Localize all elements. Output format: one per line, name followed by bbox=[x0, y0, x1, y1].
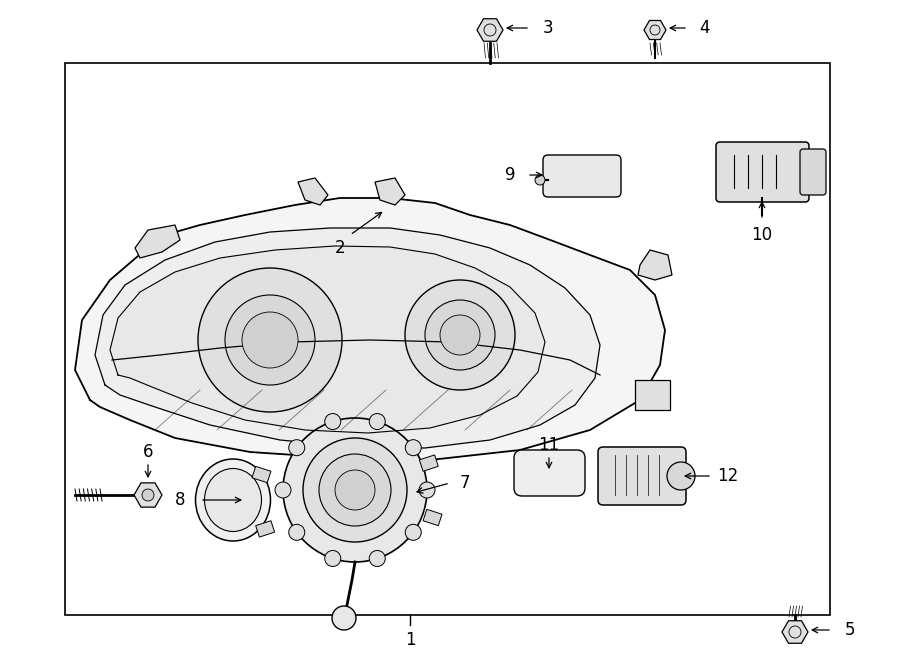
Text: 9: 9 bbox=[505, 166, 515, 184]
Text: 11: 11 bbox=[538, 436, 560, 454]
FancyBboxPatch shape bbox=[716, 142, 809, 202]
Text: 12: 12 bbox=[717, 467, 739, 485]
Circle shape bbox=[242, 312, 298, 368]
Text: 7: 7 bbox=[460, 474, 470, 492]
Text: 4: 4 bbox=[698, 19, 709, 37]
Circle shape bbox=[425, 300, 495, 370]
Bar bbox=[635, 380, 670, 410]
Polygon shape bbox=[135, 225, 180, 258]
Circle shape bbox=[535, 175, 545, 185]
Bar bbox=[252, 466, 271, 483]
Text: 1: 1 bbox=[405, 631, 415, 649]
Circle shape bbox=[289, 440, 305, 455]
Circle shape bbox=[369, 551, 385, 566]
Polygon shape bbox=[375, 178, 405, 205]
Bar bbox=[65, 63, 830, 615]
Circle shape bbox=[440, 315, 480, 355]
Circle shape bbox=[142, 489, 154, 501]
Circle shape bbox=[667, 462, 695, 490]
Circle shape bbox=[283, 418, 427, 562]
Text: 8: 8 bbox=[175, 491, 185, 509]
Circle shape bbox=[369, 414, 385, 430]
Circle shape bbox=[405, 524, 421, 540]
FancyBboxPatch shape bbox=[598, 447, 686, 505]
Circle shape bbox=[289, 524, 305, 540]
Text: 5: 5 bbox=[845, 621, 855, 639]
Circle shape bbox=[325, 414, 341, 430]
Bar bbox=[423, 510, 442, 525]
Text: 3: 3 bbox=[543, 19, 553, 37]
FancyBboxPatch shape bbox=[514, 450, 585, 496]
Circle shape bbox=[335, 470, 375, 510]
Circle shape bbox=[303, 438, 407, 542]
Polygon shape bbox=[110, 246, 545, 433]
Text: 2: 2 bbox=[335, 239, 346, 257]
Circle shape bbox=[405, 280, 515, 390]
Circle shape bbox=[275, 482, 291, 498]
Polygon shape bbox=[95, 228, 600, 448]
Ellipse shape bbox=[195, 459, 271, 541]
Polygon shape bbox=[638, 250, 672, 280]
Circle shape bbox=[419, 482, 435, 498]
Circle shape bbox=[405, 440, 421, 455]
Circle shape bbox=[225, 295, 315, 385]
FancyBboxPatch shape bbox=[543, 155, 621, 197]
Bar bbox=[256, 521, 274, 537]
Circle shape bbox=[198, 268, 342, 412]
Circle shape bbox=[319, 454, 391, 526]
Text: 10: 10 bbox=[752, 226, 772, 244]
Text: 6: 6 bbox=[143, 443, 153, 461]
Ellipse shape bbox=[204, 469, 262, 531]
Polygon shape bbox=[298, 178, 328, 205]
Circle shape bbox=[325, 551, 341, 566]
FancyBboxPatch shape bbox=[800, 149, 826, 195]
Circle shape bbox=[332, 606, 356, 630]
Bar bbox=[419, 455, 438, 471]
Polygon shape bbox=[75, 198, 665, 460]
